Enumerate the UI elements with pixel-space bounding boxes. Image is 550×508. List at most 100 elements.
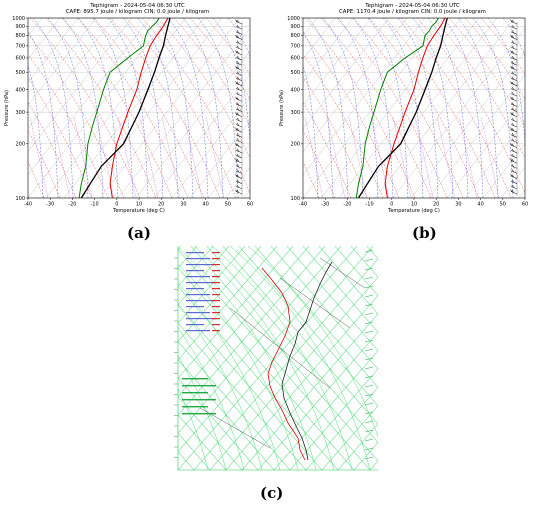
- y-tick-label: 100: [290, 196, 300, 202]
- mixing-ratio-line: [436, 116, 456, 198]
- dry-adiabat-line: [384, 18, 496, 198]
- y-tick-label: 900: [15, 24, 25, 30]
- y-tick-label: 400: [15, 87, 25, 93]
- wind-barb: [364, 348, 374, 352]
- dry-adiabat-line: [178, 396, 243, 470]
- isotherm-line: [537, 18, 550, 198]
- temperature-profile-line: [384, 18, 446, 198]
- isotherm-line: [178, 246, 342, 434]
- y-tick-label: 700: [15, 44, 25, 50]
- moist-adiabat-line: [62, 18, 104, 198]
- dry-adiabat-line: [178, 377, 259, 470]
- dry-adiabat-line: [206, 246, 378, 443]
- moist-adiabat-line: [178, 282, 281, 470]
- legend-text-line: [182, 385, 216, 387]
- wind-barb: [364, 402, 374, 406]
- wind-barb: [364, 321, 374, 325]
- wind-barb: [510, 49, 518, 56]
- moist-adiabat-line: [178, 327, 245, 470]
- dry-adiabat-line: [400, 18, 512, 198]
- mixing-ratio-line: [304, 116, 324, 198]
- dry-adiabat-line: [77, 18, 189, 198]
- moist-adiabat-line: [229, 246, 371, 470]
- dry-adiabat-line: [178, 249, 371, 470]
- isotherm-line: [207, 143, 250, 198]
- moist-adiabat-line: [178, 355, 227, 470]
- mixing-ratio-line: [480, 116, 500, 198]
- moist-adiabat-line: [28, 31, 59, 198]
- moist-adiabat-line: [457, 18, 499, 198]
- dry-adiabat-line: [303, 33, 400, 198]
- wind-barb: [510, 91, 518, 97]
- moist-adiabat-line: [32, 18, 74, 198]
- mixing-ratio-line: [95, 116, 115, 198]
- wind-barb: [364, 330, 374, 334]
- moist-adiabat-line: [182, 18, 224, 198]
- dry-adiabat-line: [432, 18, 525, 159]
- moist-adiabat-line: [303, 31, 334, 198]
- y-tick-label: 500: [15, 70, 25, 76]
- isotherm-line: [178, 246, 278, 361]
- wind-barb: [235, 164, 243, 169]
- wind-barb: [364, 285, 374, 289]
- x-tick-label: 50: [225, 202, 231, 208]
- wind-barb: [235, 96, 243, 102]
- wind-barb: [364, 276, 374, 280]
- wind-barb: [235, 189, 243, 195]
- dry-adiabat-line: [28, 76, 93, 198]
- info-value-line: [212, 318, 220, 320]
- y-tick-label: 300: [290, 110, 300, 116]
- moist-adiabat-line: [178, 388, 209, 470]
- isobar-line: [199, 407, 271, 449]
- wind-barb: [364, 456, 374, 460]
- dry-adiabat-line: [190, 246, 378, 462]
- moist-adiabat-line: [137, 18, 179, 198]
- dry-adiabat-line: [178, 322, 307, 470]
- dry-adiabat-line: [303, 129, 336, 198]
- mixing-ratio-line: [348, 116, 368, 198]
- wind-barb: [510, 107, 518, 112]
- wind-barb: [510, 19, 518, 25]
- moist-adiabat-line: [122, 18, 164, 198]
- isotherm-line: [500, 166, 525, 198]
- y-tick-label: 700: [290, 44, 300, 50]
- wind-barb: [235, 61, 243, 66]
- wind-barb: [235, 19, 243, 25]
- legend-text-line: [182, 378, 208, 380]
- wind-barb: [235, 122, 243, 128]
- x-tick-label: -20: [343, 202, 351, 208]
- dry-adiabat-line: [303, 161, 320, 198]
- dewpoint-profile-line: [78, 18, 160, 198]
- dry-adiabat-line: [28, 129, 61, 198]
- wind-barb: [364, 438, 374, 442]
- mixing-ratio-line: [29, 116, 49, 198]
- y-tick-label: 400: [290, 87, 300, 93]
- dry-adiabat-line: [222, 246, 378, 425]
- wind-barb: [510, 122, 518, 128]
- x-tick-label: -30: [321, 202, 329, 208]
- moist-adiabat-line: [47, 18, 89, 198]
- info-text-line: [186, 318, 216, 320]
- dry-adiabat-line: [320, 18, 432, 198]
- dry-adiabat-line: [189, 18, 250, 100]
- info-text-line: [186, 258, 210, 260]
- wind-barb: [510, 45, 518, 51]
- mixing-ratio-line: [458, 116, 478, 198]
- y-tick-label: 800: [290, 33, 300, 39]
- info-text-line: [186, 282, 216, 284]
- info-value-line: [212, 300, 220, 302]
- isotherm-line: [28, 18, 133, 153]
- isotherm-line: [410, 51, 525, 198]
- wind-barb: [235, 80, 243, 87]
- wind-barb: [364, 447, 374, 451]
- isotherm-line: [303, 18, 372, 106]
- moist-adiabat-line: [472, 18, 514, 198]
- dry-adiabat-line: [141, 18, 250, 194]
- dry-adiabat-line: [302, 246, 378, 333]
- x-tick-label: -40: [24, 202, 32, 208]
- dewpoint-profile-line: [355, 18, 439, 198]
- isotherm-line: [171, 97, 250, 198]
- x-tick-label: 30: [180, 202, 186, 208]
